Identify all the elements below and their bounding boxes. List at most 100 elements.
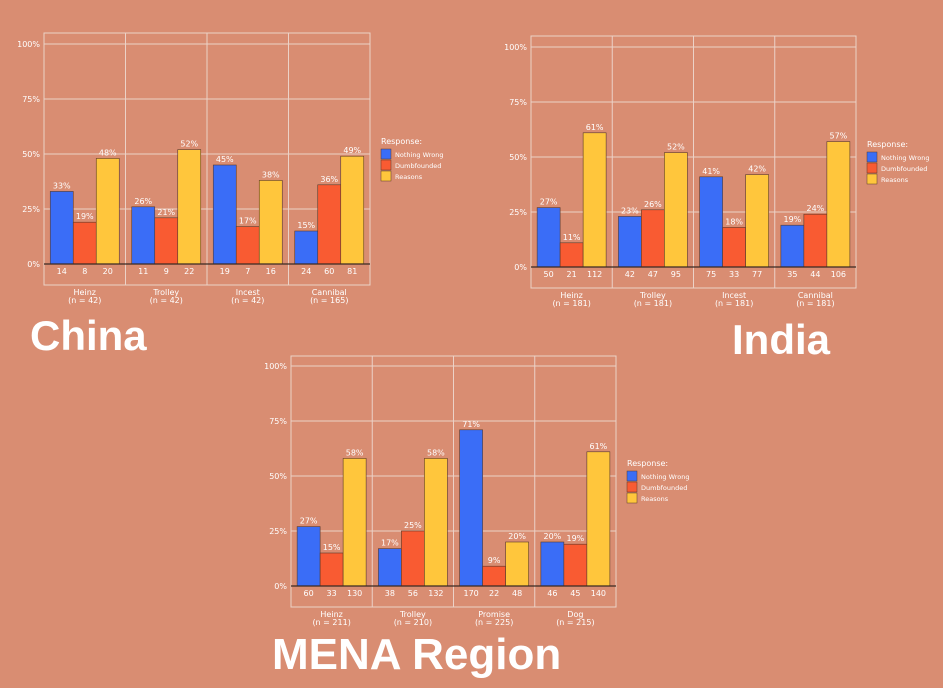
chart-india-count-label: 50: [544, 270, 554, 279]
chart-india-bar-cannibal-dumbfounded: [803, 213, 828, 268]
chart-china-count-label: 60: [324, 267, 334, 276]
chart-mena-ytick-label: 25%: [269, 527, 287, 536]
chart-mena-data-label: 9%: [488, 556, 501, 565]
chart-india-ytick-label: 0%: [514, 263, 527, 272]
chart-mena-category-n-label: (n = 211): [312, 618, 350, 627]
chart-india-data-label: 19%: [783, 215, 801, 224]
chart-china-count-label: 7: [245, 267, 250, 276]
chart-mena-data-label: 17%: [381, 539, 399, 548]
chart-india-data-label: 52%: [667, 143, 685, 152]
chart-india-legend-swatch: [866, 151, 878, 163]
chart-china-count-label: 14: [57, 267, 67, 276]
chart-mena-count-label: 60: [304, 589, 314, 598]
chart-mena-legend-label: Nothing Wrong: [641, 473, 690, 481]
chart-india-legend-title: Response:: [867, 140, 908, 149]
chart-china-data-label: 38%: [262, 170, 280, 179]
chart-india-data-label: 24%: [806, 204, 824, 213]
chart-china-count-label: 11: [138, 267, 148, 276]
chart-mena-data-label: 61%: [589, 442, 607, 451]
chart-india-data-label: 23%: [621, 206, 639, 215]
chart-mena-count-label: 22: [489, 589, 499, 598]
chart-mena-bar-heinz-reasons: [342, 458, 367, 587]
chart-china-count-label: 24: [301, 267, 311, 276]
chart-mena-ytick-label: 0%: [274, 582, 287, 591]
chart-china-bar-trolley-nothing-wrong: [131, 206, 156, 265]
chart-china-category-label: Heinz: [74, 288, 96, 297]
chart-mena-category-label: Dog: [567, 610, 583, 619]
chart-india-count-label: 95: [671, 270, 681, 279]
chart-mena-bar-heinz-dumbfounded: [319, 552, 344, 587]
chart-china-data-label: 15%: [297, 221, 315, 230]
chart-india-bar-cannibal-nothing-wrong: [780, 224, 805, 268]
region-label-mena: MENA Region: [272, 630, 562, 679]
chart-india-legend-swatch: [866, 173, 878, 185]
chart-india-count-label: 33: [729, 270, 739, 279]
chart-china-data-label: 49%: [343, 146, 361, 155]
chart-mena-bar-promise-dumbfounded: [482, 565, 506, 587]
chart-mena-data-label: 71%: [462, 420, 480, 429]
chart-india-bar-incest-dumbfounded: [722, 227, 746, 268]
chart-china-data-label: 33%: [53, 181, 71, 190]
chart-india-legend-swatch: [866, 162, 878, 174]
chart-india-category-n-label: (n = 181): [796, 299, 834, 308]
chart-china-data-label: 17%: [239, 217, 257, 226]
chart-india-bar-incest-nothing-wrong: [699, 176, 723, 268]
chart-china-data-label: 52%: [180, 140, 198, 149]
chart-mena-count-label: 132: [428, 589, 443, 598]
chart-china-bar-cannibal-reasons: [340, 155, 365, 265]
chart-china-category-n-label: (n = 165): [310, 296, 348, 305]
chart-india-count-label: 42: [625, 270, 635, 279]
chart-mena-count-label: 56: [408, 589, 418, 598]
chart-india-ytick-label: 75%: [509, 98, 527, 107]
chart-china-ytick-label: 25%: [22, 205, 40, 214]
chart-mena-data-label: 27%: [300, 517, 318, 526]
chart-china-bar-heinz-reasons: [95, 158, 120, 265]
chart-china-category-label: Trolley: [152, 288, 179, 297]
chart-mena-data-label: 58%: [427, 448, 445, 457]
chart-mena-legend-label: Reasons: [641, 495, 669, 503]
chart-mena-bar-trolley-reasons: [424, 458, 448, 587]
chart-india-count-label: 75: [706, 270, 716, 279]
chart-india-category-label: Heinz: [560, 291, 582, 300]
chart-mena-data-label: 19%: [566, 534, 584, 543]
chart-china-ytick-label: 50%: [22, 150, 40, 159]
chart-india-data-label: 41%: [702, 167, 720, 176]
chart-mena-category-n-label: (n = 225): [475, 618, 513, 627]
chart-india-data-label: 42%: [748, 165, 766, 174]
chart-china-data-label: 45%: [216, 155, 234, 164]
chart-india-category-n-label: (n = 181): [552, 299, 590, 308]
chart-mena-count-label: 46: [547, 589, 557, 598]
chart-china-category-n-label: (n = 42): [150, 296, 183, 305]
chart-india-data-label: 61%: [586, 123, 604, 132]
chart-mena-ytick-label: 75%: [269, 417, 287, 426]
chart-mena-bar-trolley-nothing-wrong: [378, 548, 402, 587]
chart-china-count-label: 22: [184, 267, 194, 276]
chart-china-legend-swatch: [380, 148, 392, 160]
chart-china-data-label: 36%: [320, 175, 338, 184]
chart-india-bar-heinz-nothing-wrong: [536, 207, 561, 268]
chart-india-data-label: 18%: [725, 217, 743, 226]
chart-india-count-label: 21: [567, 270, 577, 279]
chart-mena-count-label: 48: [512, 589, 522, 598]
chart-china-bar-trolley-reasons: [177, 149, 202, 265]
chart-china-data-label: 21%: [157, 208, 175, 217]
chart-mena-bar-dog-nothing-wrong: [540, 541, 565, 587]
chart-india-legend-label: Dumbfounded: [881, 165, 927, 173]
chart-india-category-label: Incest: [722, 291, 746, 300]
chart-china-data-label: 26%: [134, 197, 152, 206]
chart-china-legend-label: Dumbfounded: [395, 162, 441, 170]
chart-mena-count-label: 140: [591, 589, 606, 598]
chart-india-ytick-label: 100%: [504, 43, 527, 52]
chart-india-category-n-label: (n = 181): [715, 299, 753, 308]
chart-india-count-label: 106: [831, 270, 846, 279]
chart-mena-count-label: 38: [385, 589, 395, 598]
region-label-china: China: [30, 312, 147, 359]
chart-china-category-label: Incest: [236, 288, 260, 297]
chart-mena-bar-heinz-nothing-wrong: [296, 526, 321, 587]
chart-china-legend-swatch: [380, 159, 392, 171]
chart-india-data-label: 26%: [644, 200, 662, 209]
chart-mena-category-label: Trolley: [399, 610, 426, 619]
chart-mena-count-label: 130: [347, 589, 362, 598]
chart-china-data-label: 48%: [99, 148, 117, 157]
